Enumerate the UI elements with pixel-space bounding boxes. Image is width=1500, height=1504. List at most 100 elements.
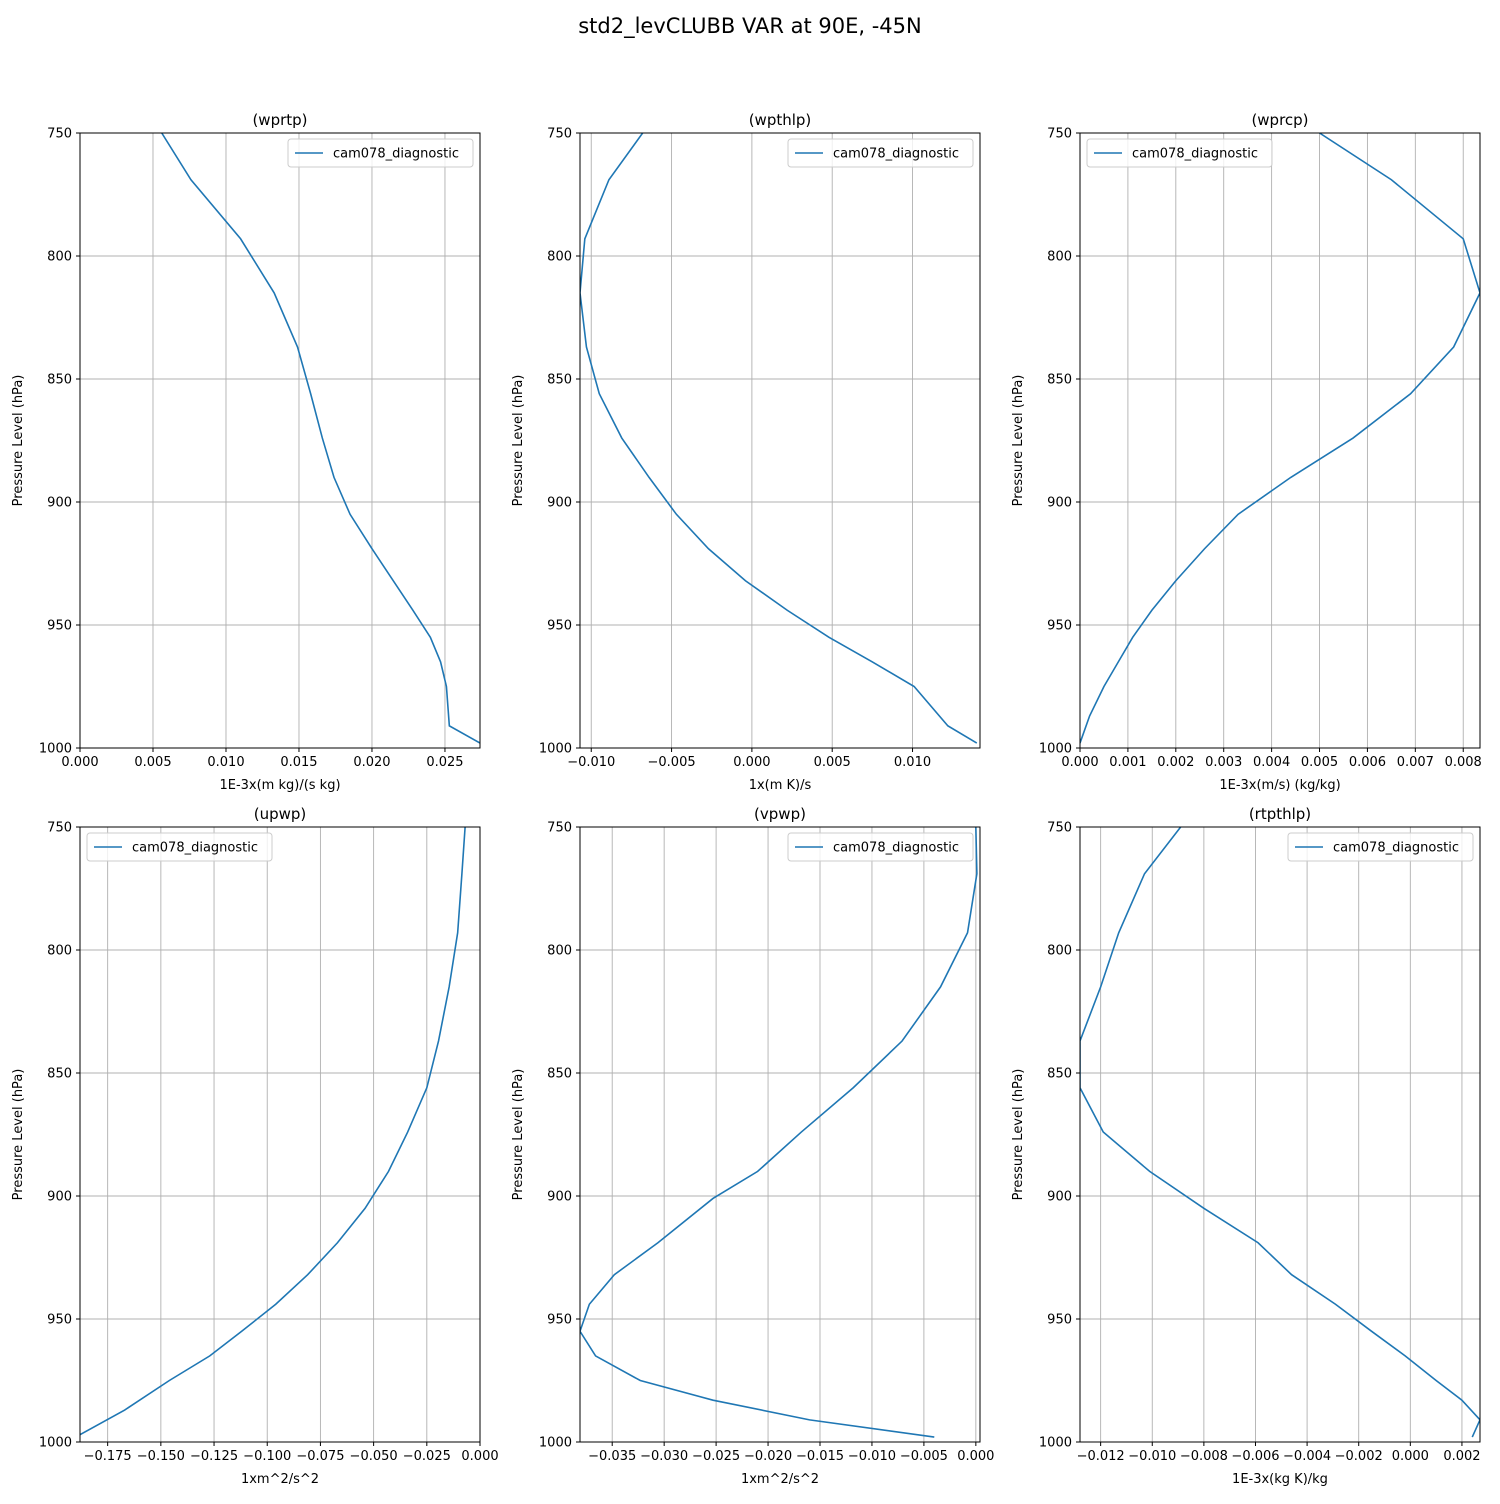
y-tick-label: 800 [47,250,72,265]
y-tick-label: 950 [1047,619,1072,634]
x-tick-label: 0.015 [280,755,317,770]
subplot-title: (upwp) [254,805,307,823]
x-tick-label: −0.005 [648,755,696,770]
x-tick-label: −0.006 [1231,1449,1279,1464]
y-tick-label: 850 [1047,373,1072,388]
y-tick-label: 850 [47,1067,72,1082]
y-tick-label: 1000 [539,1436,572,1451]
x-tick-label: −0.010 [848,1449,896,1464]
x-tick-label: 0.004 [1253,755,1290,770]
y-tick-label: 850 [47,373,72,388]
y-tick-label: 800 [547,250,572,265]
subplot-upwp: −0.175 −0.150 −0.125 −0.100 −0.075 −0.050 −0.0… [11,805,499,1487]
subplot-title: (rtpthlp) [1249,805,1311,823]
x-tick-label: −0.050 [350,1449,398,1464]
legend-box [787,832,974,862]
series-line [1080,827,1480,1438]
subplot-wpthlp: −0.010 −0.005 0.000 0.005 0.010 750 800 850 900 9… [511,111,981,793]
x-tick-label: −0.025 [403,1449,451,1464]
y-tick-label: 950 [547,619,572,634]
legend-box [86,832,273,862]
x-tick-label: 0.002 [1157,755,1194,770]
x-tick-label: 0.000 [61,755,98,770]
x-tick-label: 0.020 [353,755,390,770]
legend-label: cam078_diagnostic [833,841,959,856]
legend-label: cam078_diagnostic [1132,147,1258,162]
legend-label: cam078_diagnostic [132,841,258,856]
y-tick-label: 750 [547,821,572,836]
y-tick-label: 1000 [1039,1436,1072,1451]
y-tick-label: 900 [47,496,72,511]
y-tick-label: 750 [547,127,572,142]
y-tick-label: 950 [47,619,72,634]
y-tick-label: 1000 [539,742,572,757]
y-axis-label: Pressure Level (hPa) [1011,1069,1026,1201]
axes-frame [579,132,981,749]
series-line [161,133,480,744]
x-tick-label: −0.125 [190,1449,238,1464]
x-tick-label: 0.000 [461,1449,498,1464]
legend-box [787,138,974,168]
y-axis-label: Pressure Level (hPa) [11,1069,26,1201]
x-tick-label: 0.005 [134,755,171,770]
subplot-rtpthlp: −0.012 −0.010 −0.008 −0.006 −0.004 −0.002 0.00… [1011,805,1481,1487]
x-tick-label: −0.030 [640,1449,688,1464]
x-tick-label: −0.075 [296,1449,344,1464]
legend-label: cam078_diagnostic [333,147,459,162]
x-tick-label: 0.000 [1061,755,1098,770]
axes-frame [79,826,481,1443]
y-tick-label: 850 [1047,1067,1072,1082]
y-tick-label: 1000 [1039,742,1072,757]
y-axis-label: Pressure Level (hPa) [1011,375,1026,507]
y-tick-label: 850 [547,373,572,388]
x-tick-label: −0.150 [137,1449,185,1464]
x-tick-label: 0.000 [957,1449,994,1464]
y-tick-label: 850 [547,1067,572,1082]
legend-label: cam078_diagnostic [1333,841,1459,856]
x-tick-label: −0.020 [744,1449,792,1464]
y-tick-label: 1000 [39,742,72,757]
legend-box [287,138,474,168]
series-line [1080,133,1480,744]
legend-box [1287,832,1474,862]
x-tick-label: 0.003 [1205,755,1242,770]
x-tick-label: 0.000 [1392,1449,1429,1464]
x-tick-label: −0.035 [588,1449,636,1464]
x-tick-label: −0.175 [84,1449,132,1464]
x-tick-label: 0.010 [207,755,244,770]
legend-label: cam078_diagnostic [833,147,959,162]
y-tick-label: 950 [1047,1313,1072,1328]
x-tick-label: −0.010 [1128,1449,1176,1464]
figure-title: std2_levCLUBB VAR at 90E, -45N [578,14,922,38]
x-tick-label: −0.004 [1283,1449,1331,1464]
x-tick-label: −0.002 [1335,1449,1383,1464]
y-tick-label: 900 [1047,496,1072,511]
x-tick-label: 0.006 [1349,755,1386,770]
x-tick-label: 0.025 [426,755,463,770]
axes-frame [1079,826,1481,1443]
x-tick-label: −0.005 [900,1449,948,1464]
subplot-wprcp: 0.000 0.001 0.002 0.003 0.004 0.005 0.006 0.007… [1011,111,1482,793]
x-tick-label: 0.007 [1397,755,1434,770]
series-line [580,133,978,744]
y-axis-label: Pressure Level (hPa) [511,375,526,507]
y-tick-label: 900 [47,1190,72,1205]
y-tick-label: 950 [47,1313,72,1328]
x-tick-label: 0.000 [733,755,770,770]
x-tick-label: −0.012 [1077,1449,1125,1464]
y-tick-label: 900 [547,496,572,511]
x-tick-label: 0.010 [894,755,931,770]
y-tick-label: 900 [547,1190,572,1205]
axes-frame [79,132,481,749]
axes-frame [579,826,981,1443]
x-axis-label: 1E-3x(m kg)/(s kg) [219,778,340,793]
series-line [80,827,466,1436]
x-axis-label: 1xm^2/s^2 [741,1472,819,1487]
x-tick-label: 0.005 [814,755,851,770]
axes-frame [1079,132,1481,749]
x-tick-label: 0.002 [1443,1449,1480,1464]
x-axis-label: 1xm^2/s^2 [241,1472,319,1487]
y-tick-label: 950 [547,1313,572,1328]
